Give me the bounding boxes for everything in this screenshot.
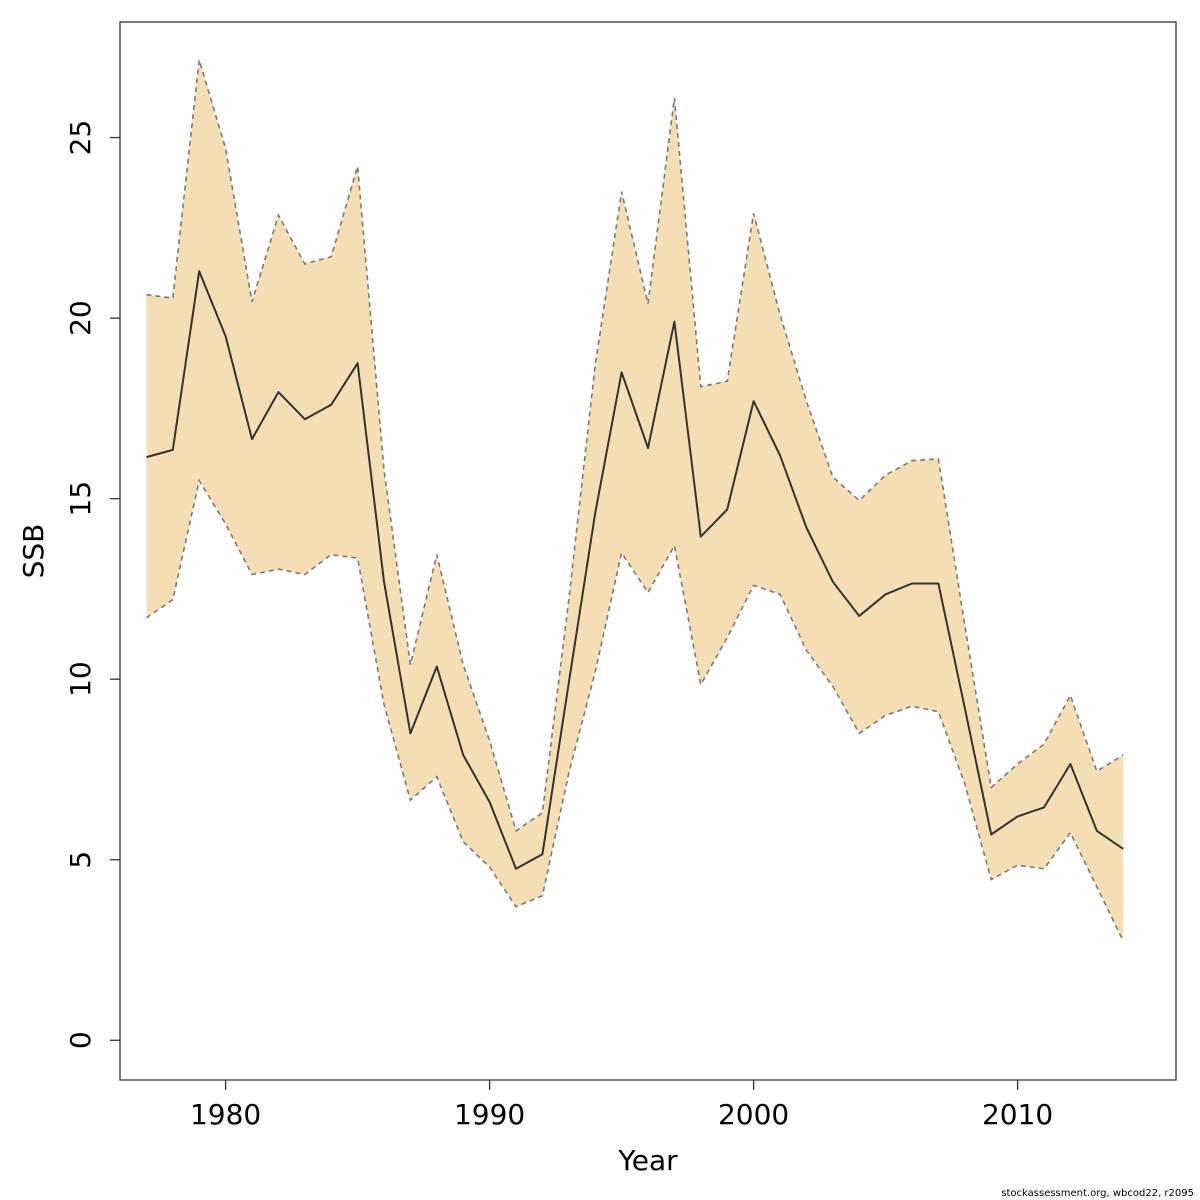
estimate-line-layer xyxy=(146,270,1124,870)
x-axis-title: Year xyxy=(617,1144,678,1177)
y-tick-label: 25 xyxy=(64,120,97,156)
plot-frame xyxy=(119,21,1177,1081)
y-tick-label: 20 xyxy=(64,300,97,336)
confidence-band-layer xyxy=(145,59,1124,942)
y-axis-title: SSB xyxy=(17,524,50,579)
y-tick-label: 0 xyxy=(64,1031,97,1049)
axes-layer: 1980 1990 2000 2010 0 5 10 15 20 25 xyxy=(64,120,1053,1131)
x-tick-label: 1980 xyxy=(190,1098,261,1131)
x-tick-label: 2000 xyxy=(718,1098,789,1131)
y-tick-label: 10 xyxy=(64,661,97,697)
x-tick-label: 2010 xyxy=(982,1098,1053,1131)
x-tick-label: 1990 xyxy=(454,1098,525,1131)
footer-note: stockassessment.org, wbcod22, r2095 xyxy=(1001,1188,1194,1199)
y-tick-label: 15 xyxy=(64,481,97,517)
y-tick-label: 5 xyxy=(64,851,97,869)
lower-bound-line xyxy=(145,478,1124,942)
ssb-estimate-line xyxy=(146,270,1124,870)
confidence-band-area xyxy=(146,59,1124,941)
